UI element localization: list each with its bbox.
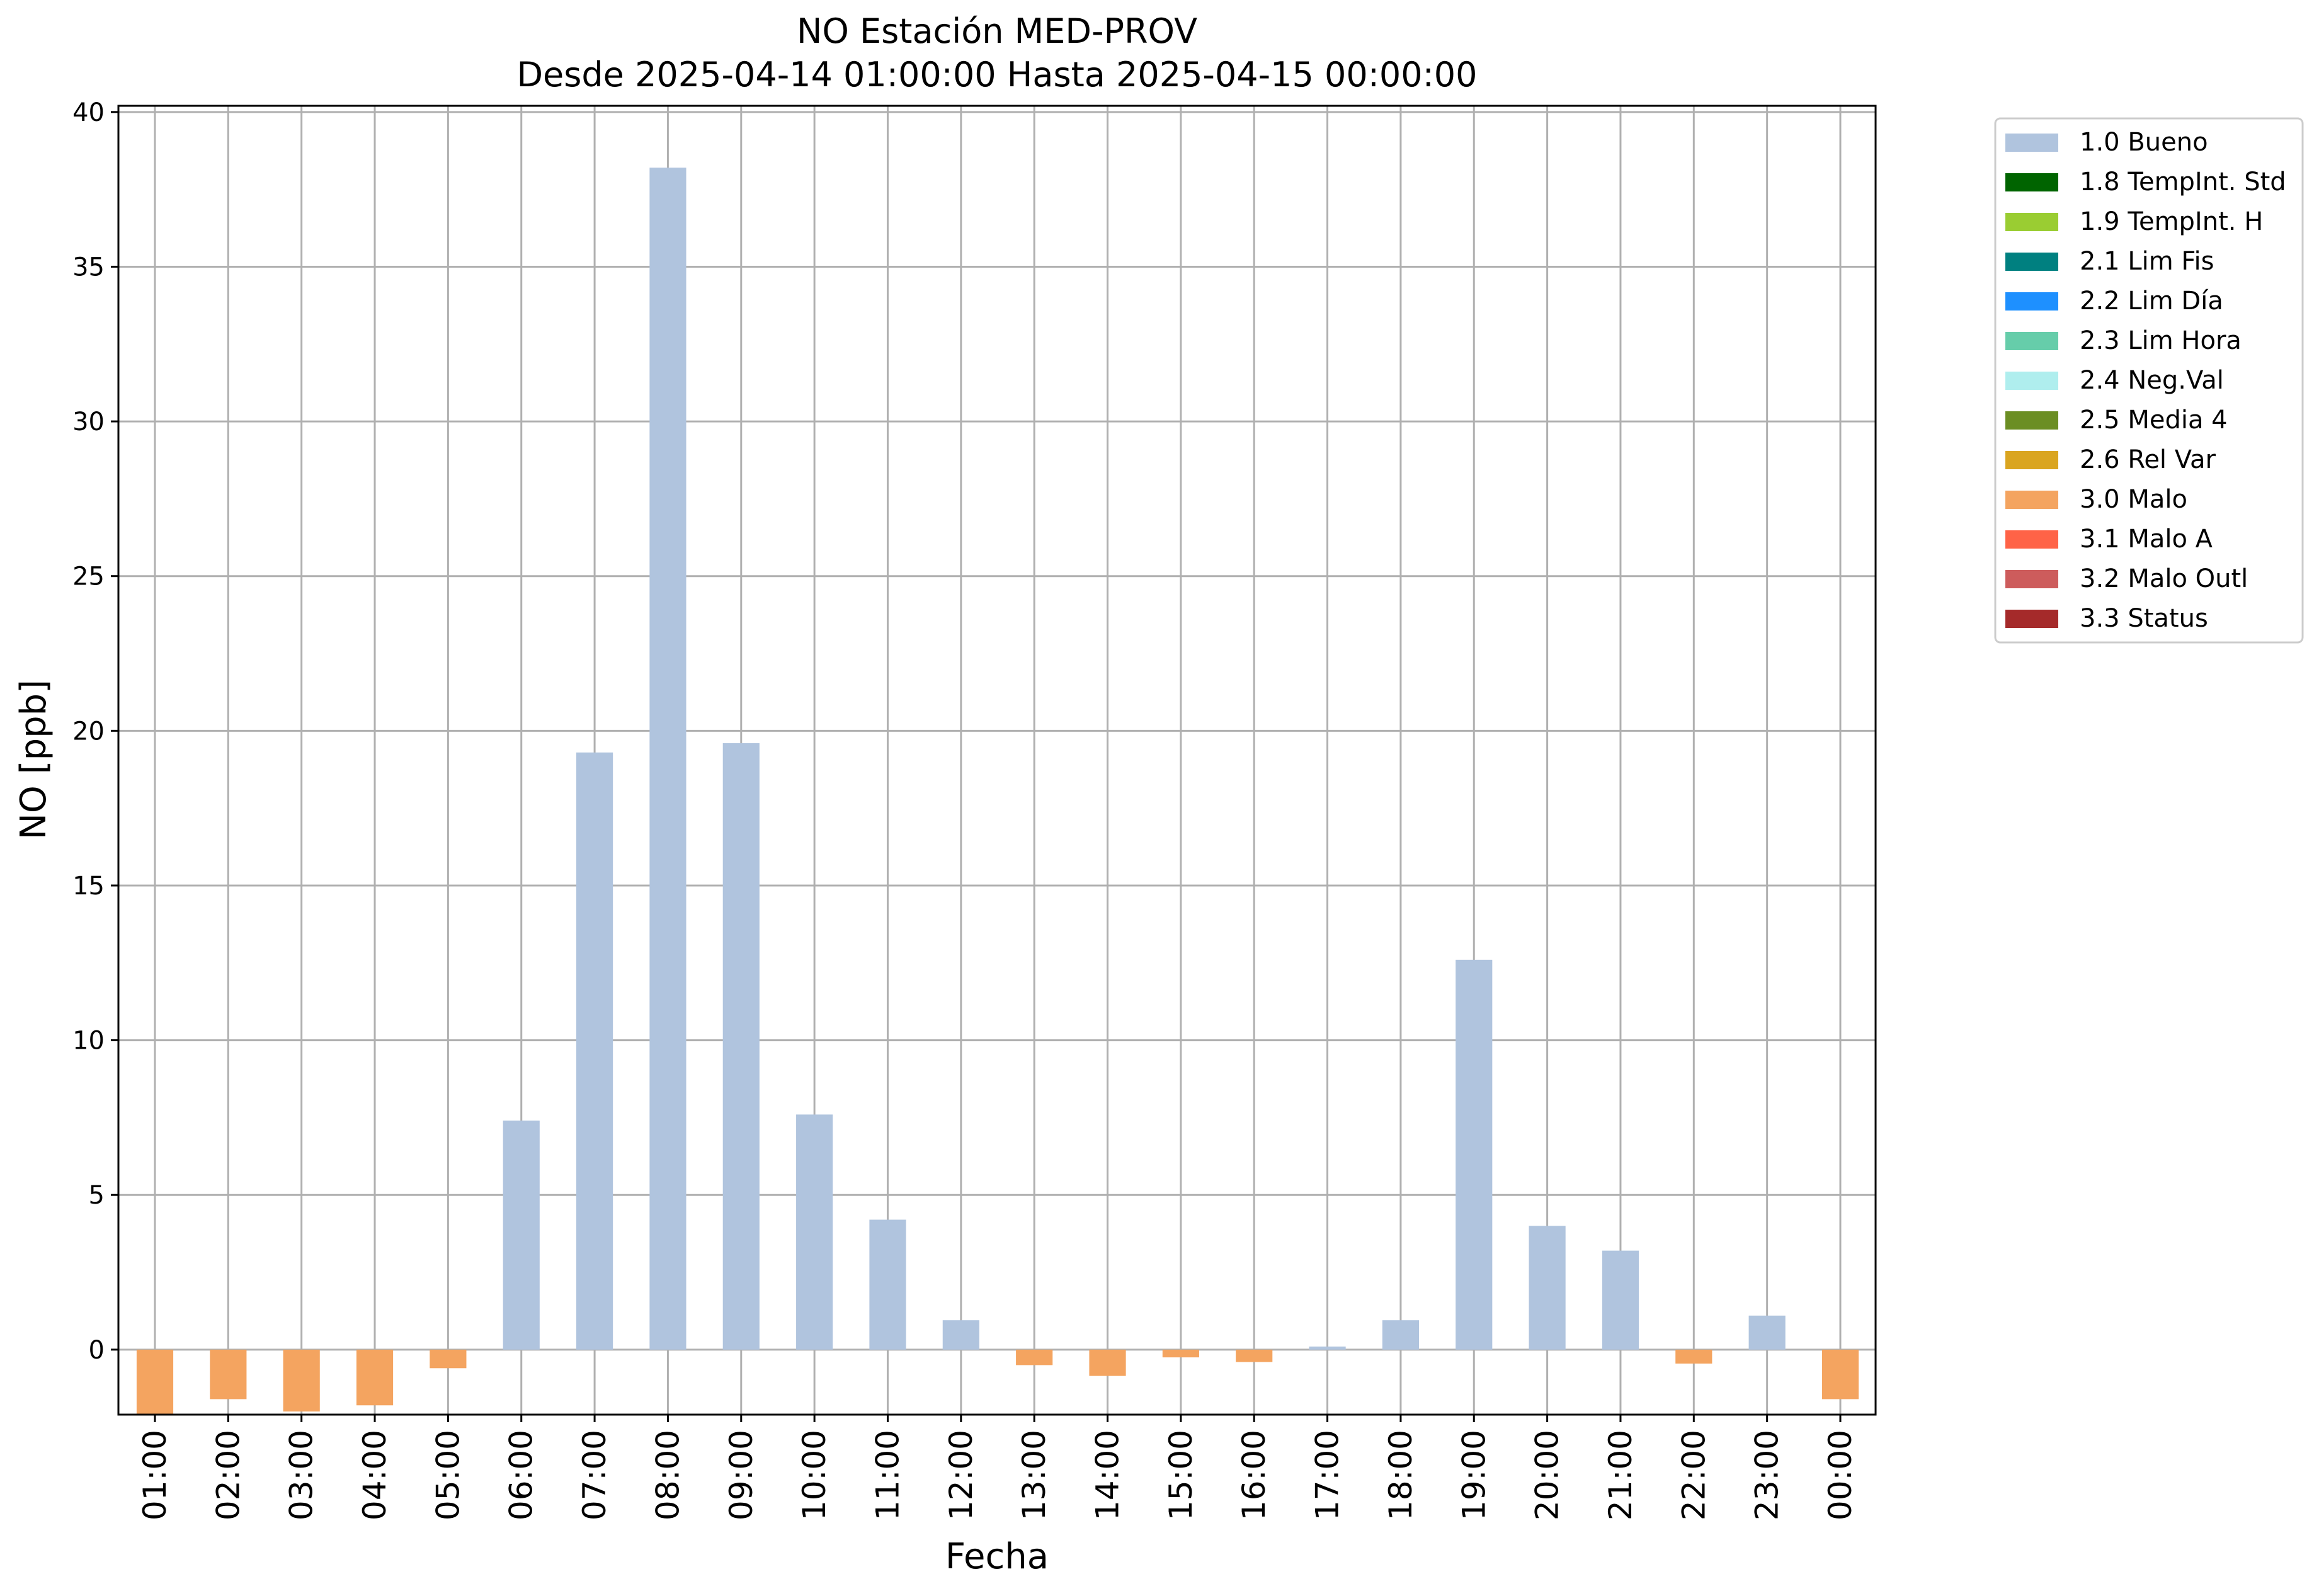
bar-0000 xyxy=(1821,1349,1859,1399)
legend-label: 2.5 Media 4 xyxy=(2080,406,2228,435)
x-tick-label: 22:00 xyxy=(1675,1430,1712,1520)
legend-swatch xyxy=(2005,173,2058,191)
bar-0500 xyxy=(430,1349,467,1369)
bar-0300 xyxy=(283,1349,320,1412)
y-tick-label: 35 xyxy=(72,253,105,282)
legend-label: 3.0 Malo xyxy=(2080,485,2187,514)
y-tick-label: 40 xyxy=(72,98,105,127)
x-tick-label: 05:00 xyxy=(430,1430,466,1520)
x-tick-label: 03:00 xyxy=(283,1430,320,1520)
x-tick-label: 02:00 xyxy=(210,1430,246,1520)
y-tick-label: 20 xyxy=(72,717,105,746)
bar-2300 xyxy=(1748,1315,1786,1350)
x-tick-label: 12:00 xyxy=(943,1430,979,1520)
y-tick-label: 25 xyxy=(72,562,105,591)
legend-label: 3.1 Malo A xyxy=(2080,525,2213,554)
legend-swatch xyxy=(2005,570,2058,588)
y-tick-label: 10 xyxy=(72,1027,105,1056)
bar-0600 xyxy=(503,1120,540,1350)
bar-1500 xyxy=(1162,1349,1199,1358)
x-tick-label: 00:00 xyxy=(1822,1430,1859,1520)
x-tick-label: 01:00 xyxy=(137,1430,173,1520)
legend-swatch xyxy=(2005,610,2058,628)
y-tick-label: 15 xyxy=(72,872,105,901)
legend-swatch xyxy=(2005,530,2058,549)
grid-lines xyxy=(118,106,1876,1415)
bar-1100 xyxy=(869,1219,906,1350)
x-tick-label: 10:00 xyxy=(796,1430,833,1520)
x-tick-label: 18:00 xyxy=(1382,1430,1419,1520)
x-tick-label: 11:00 xyxy=(869,1430,906,1520)
bar-0400 xyxy=(356,1349,394,1406)
x-tick-label: 08:00 xyxy=(649,1430,686,1520)
legend-swatch xyxy=(2005,253,2058,271)
legend-label: 1.8 TempInt. Std xyxy=(2080,168,2286,197)
x-axis-ticks: 01:00 02:00 03:00 04:00 05:00 06:00 07:00 08:00… xyxy=(137,1415,1859,1520)
x-tick-label: 16:00 xyxy=(1236,1430,1272,1520)
legend-label: 2.1 Lim Fis xyxy=(2080,247,2214,276)
legend-label: 3.2 Malo Outl xyxy=(2080,564,2248,593)
x-axis-label: Fecha xyxy=(945,1536,1049,1577)
legend-label: 1.0 Bueno xyxy=(2080,128,2208,157)
bar-2100 xyxy=(1602,1250,1639,1350)
x-tick-label: 19:00 xyxy=(1456,1430,1492,1520)
legend-label: 2.3 Lim Hora xyxy=(2080,326,2242,355)
bar-0100 xyxy=(136,1349,174,1415)
legend-label: 3.3 Status xyxy=(2080,604,2208,633)
bar-1200 xyxy=(942,1320,979,1350)
x-tick-label: 15:00 xyxy=(1163,1430,1199,1520)
legend-swatch xyxy=(2005,292,2058,311)
legend-swatch xyxy=(2005,213,2058,231)
y-axis-label: NO [ppb] xyxy=(13,680,54,840)
plot-frame xyxy=(117,105,1877,1416)
legend-label: 2.2 Lim Día xyxy=(2080,287,2223,316)
bars xyxy=(136,168,1859,1415)
bar-2200 xyxy=(1675,1349,1712,1364)
x-tick-label: 07:00 xyxy=(576,1430,613,1520)
legend-swatch xyxy=(2005,332,2058,350)
bar-0900 xyxy=(722,743,760,1350)
x-tick-label: 06:00 xyxy=(503,1430,540,1520)
bar-0700 xyxy=(576,752,613,1350)
bar-1400 xyxy=(1089,1349,1126,1376)
bar-2000 xyxy=(1529,1226,1566,1350)
bar-1800 xyxy=(1382,1320,1419,1350)
x-tick-label: 17:00 xyxy=(1309,1430,1346,1520)
legend-swatch xyxy=(2005,451,2058,469)
y-axis-ticks: 0 5 10 15 20 25 30 35 40 xyxy=(72,98,118,1365)
x-tick-label: 14:00 xyxy=(1090,1430,1126,1520)
legend-label: 2.6 Rel Var xyxy=(2080,445,2216,474)
x-tick-label: 09:00 xyxy=(723,1430,760,1520)
x-tick-label: 20:00 xyxy=(1529,1430,1566,1520)
y-tick-label: 30 xyxy=(72,408,105,436)
legend: 1.0 Bueno 1.8 TempInt. Std 1.9 TempInt. H 2… xyxy=(1994,117,2304,644)
y-tick-label: 0 xyxy=(89,1336,105,1365)
bar-0200 xyxy=(210,1349,247,1399)
bar-1700 xyxy=(1309,1346,1346,1350)
legend-label: 1.9 TempInt. H xyxy=(2080,207,2263,236)
bar-0800 xyxy=(649,168,687,1350)
legend-swatch xyxy=(2005,372,2058,390)
x-tick-label: 23:00 xyxy=(1749,1430,1786,1520)
legend-swatch xyxy=(2005,134,2058,152)
legend-swatch xyxy=(2005,411,2058,430)
chart-subtitle: Desde 2025-04-14 01:00:00 Hasta 2025-04-… xyxy=(516,55,1477,94)
x-tick-label: 13:00 xyxy=(1016,1430,1052,1520)
legend-swatch xyxy=(2005,491,2058,509)
chart-title: NO Estación MED-PROV xyxy=(797,11,1197,51)
bar-1900 xyxy=(1456,959,1493,1350)
x-tick-label: 21:00 xyxy=(1602,1430,1639,1520)
bar-1600 xyxy=(1236,1349,1273,1362)
bar-1000 xyxy=(796,1114,833,1350)
legend-label: 2.4 Neg.Val xyxy=(2080,366,2224,395)
y-tick-label: 5 xyxy=(89,1181,105,1210)
x-tick-label: 04:00 xyxy=(356,1430,393,1520)
legend-box xyxy=(1994,117,2304,644)
bar-1300 xyxy=(1016,1349,1053,1365)
